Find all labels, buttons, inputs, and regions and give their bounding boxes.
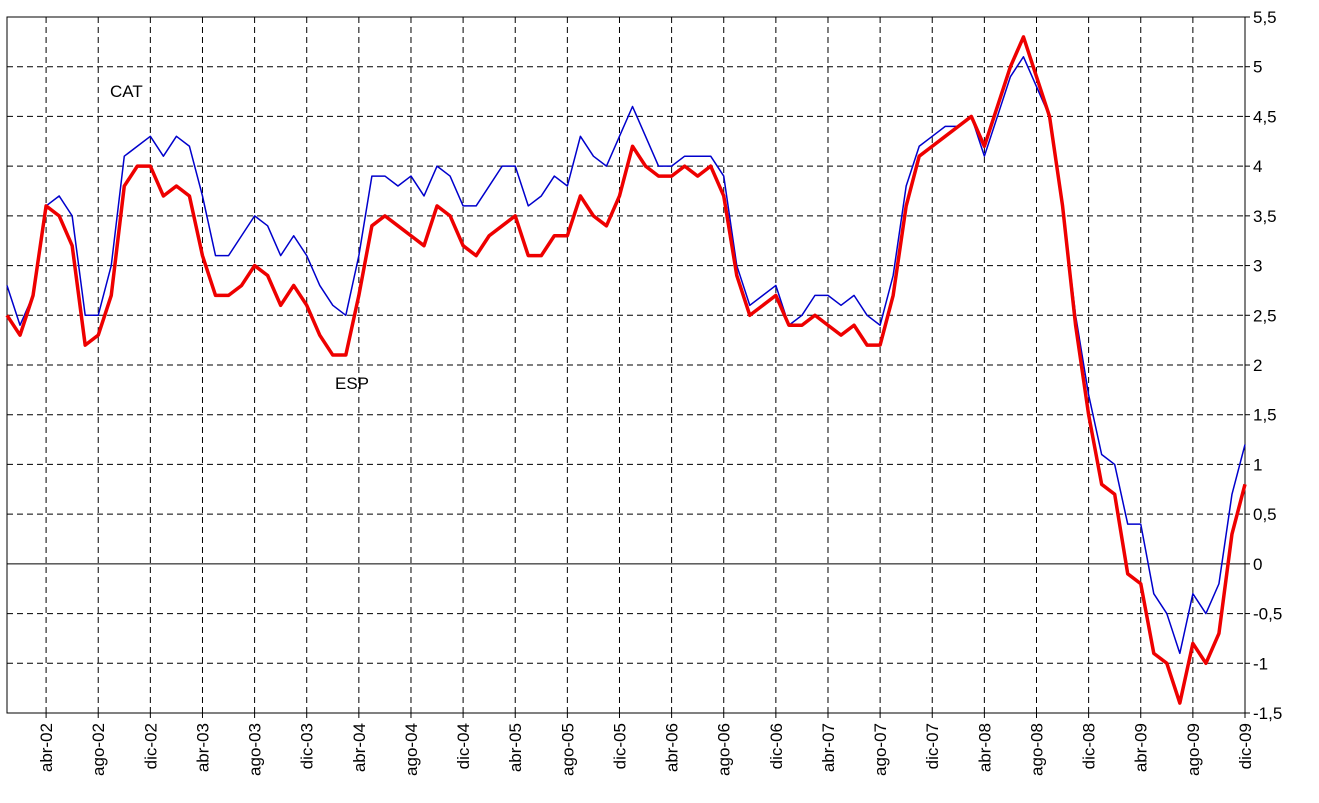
series-label: ESP [335,374,369,393]
y-tick-label: 4,5 [1253,107,1277,126]
y-tick-label: 1 [1253,455,1262,474]
y-tick-label: 5 [1253,58,1262,77]
plot-frame [6,16,1246,714]
y-tick-label: 5,5 [1253,8,1277,27]
x-tick-label: abr-09 [1132,723,1151,772]
x-tick-label: abr-03 [193,723,212,772]
x-tick-label: ago-06 [715,723,734,776]
y-tick-label: 1,5 [1253,406,1277,425]
series-label: CAT [110,82,143,101]
series-line [5,35,1247,705]
x-tick-label: abr-05 [506,723,525,772]
y-tick-label: -1,5 [1253,704,1282,723]
y-tick-label: -0,5 [1253,605,1282,624]
y-tick-label: 2,5 [1253,306,1277,325]
x-tick-label: dic-06 [767,723,786,769]
y-tick-label: 3,5 [1253,207,1277,226]
y-tick-label: 3 [1253,257,1262,276]
x-tick-label: abr-06 [663,723,682,772]
x-tick-label: dic-08 [1080,723,1099,769]
x-tick-label: abr-02 [37,723,56,772]
x-tick-label: dic-03 [298,723,317,769]
x-tick-label: ago-03 [246,723,265,776]
y-tick-label: 2 [1253,356,1262,375]
x-tick-label: abr-04 [350,723,369,772]
y-tick-label: 4 [1253,157,1262,176]
x-tick-label: abr-08 [975,723,994,772]
x-tick-label: ago-08 [1027,723,1046,776]
series-line [6,56,1246,655]
x-tick-label: ago-07 [871,723,890,776]
y-tick-label: -1 [1253,654,1268,673]
x-tick-label: ago-04 [402,723,421,776]
x-tick-label: dic-09 [1236,723,1255,769]
x-tick-label: dic-05 [610,723,629,769]
y-tick-label: 0 [1253,555,1262,574]
x-tick-label: ago-09 [1184,723,1203,776]
y-tick-label: 0,5 [1253,505,1277,524]
x-tick-label: ago-02 [89,723,108,776]
x-tick-label: dic-07 [923,723,942,769]
x-tick-label: dic-04 [454,723,473,769]
x-tick-label: dic-02 [141,723,160,769]
x-tick-label: abr-07 [819,723,838,772]
x-tick-label: ago-05 [558,723,577,776]
